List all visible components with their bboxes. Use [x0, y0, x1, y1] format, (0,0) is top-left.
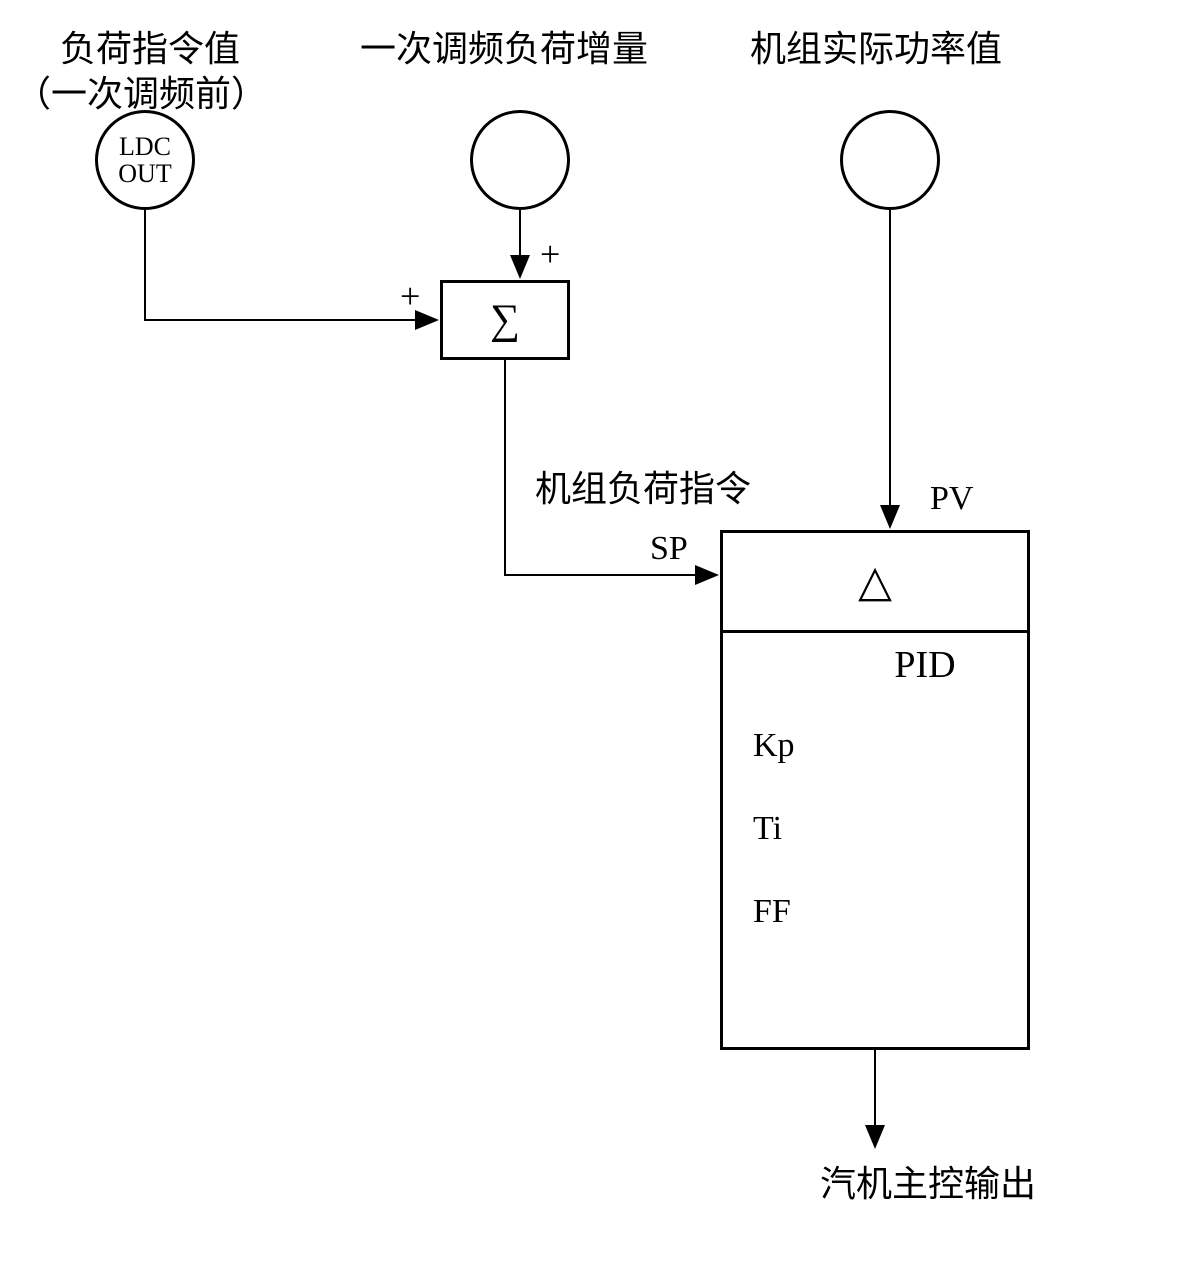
sum-box: ∑ [440, 280, 570, 360]
plus-sign-top: + [540, 233, 560, 275]
output-label: 汽机主控输出 [820, 1155, 1036, 1207]
pid-param-ff: FF [753, 893, 997, 931]
pid-top-section: △ [723, 533, 1027, 633]
pid-box: △ PID Kp Ti FF [720, 530, 1030, 1050]
pid-bottom-section: PID Kp Ti FF [723, 633, 1027, 951]
power-circle [840, 110, 940, 210]
unit-load-cmd-label: 机组负荷指令 [535, 460, 751, 512]
plus-sign-left: + [400, 275, 420, 317]
freq-load-inc-label: 一次调频负荷增量 [360, 20, 648, 72]
pid-param-kp: Kp [753, 727, 997, 765]
triangle-symbol: △ [858, 556, 892, 607]
actual-power-label: 机组实际功率值 [750, 20, 1002, 72]
ldc-text-line2: OUT [118, 160, 171, 187]
sp-label: SP [650, 530, 688, 568]
pid-param-ti: Ti [753, 810, 997, 848]
pid-title: PID [853, 643, 997, 687]
ldc-text-line1: LDC [119, 133, 171, 160]
ldc-out-circle: LDC OUT [95, 110, 195, 210]
freq-circle [470, 110, 570, 210]
pv-label: PV [930, 480, 973, 518]
sigma-symbol: ∑ [490, 296, 520, 344]
